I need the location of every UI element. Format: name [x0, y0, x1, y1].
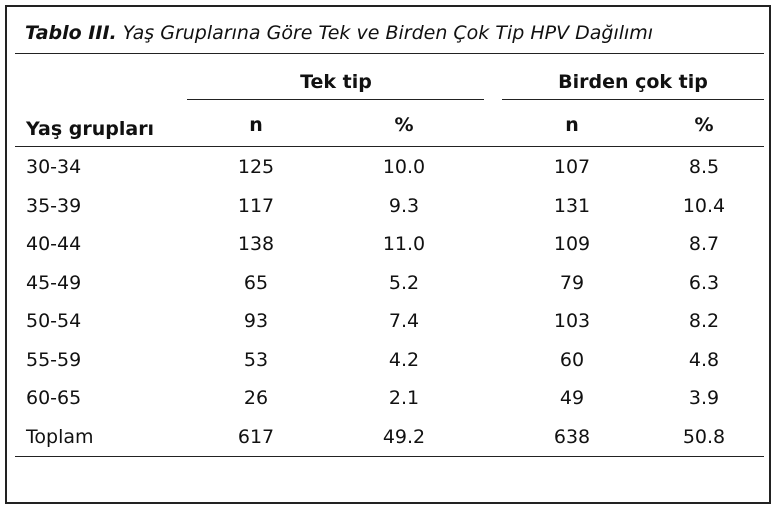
table-cell: 49.2 [382, 426, 426, 448]
table-cell: 8.7 [688, 233, 720, 255]
group-header-single: Tek tip [300, 71, 372, 93]
table-cell: 8.5 [688, 156, 720, 178]
table-cell: 4.8 [688, 349, 720, 371]
table-cell: 125 [237, 156, 275, 178]
table-cell: 8.2 [688, 310, 720, 332]
table-cell: 9.3 [388, 195, 420, 217]
table-cell: 53 [243, 349, 269, 371]
table-cell: 4.2 [388, 349, 420, 371]
table-cell: 50.8 [682, 426, 726, 448]
table-cell: 10.0 [382, 156, 426, 178]
table-cell: 7.4 [388, 310, 420, 332]
table-cell: 131 [553, 195, 591, 217]
top-rule [15, 53, 764, 54]
table-cell: 79 [559, 272, 585, 294]
table-cell: 6.3 [688, 272, 720, 294]
row-group-label: 30-34 [26, 156, 82, 178]
group-rule-multiple [502, 99, 764, 100]
table-cell: 5.2 [388, 272, 420, 294]
row-group-label: 45-49 [26, 272, 82, 294]
row-header: Yaş grupları [26, 118, 155, 140]
table-cell: 138 [237, 233, 275, 255]
table-cell: 117 [237, 195, 275, 217]
table-cell: 49 [559, 387, 585, 409]
table-cell: 11.0 [382, 233, 426, 255]
table-cell: 617 [237, 426, 275, 448]
bottom-rule [15, 456, 764, 457]
table-cell: 2.1 [388, 387, 420, 409]
subheader-multiple-pct: % [694, 114, 714, 136]
row-group-label: 50-54 [26, 310, 82, 332]
subheader-multiple-n: n [565, 114, 579, 136]
table-caption: Tablo III. Yaş Gruplarına Göre Tek ve Bi… [25, 22, 653, 44]
table-cell: 60 [559, 349, 585, 371]
subheader-single-n: n [249, 114, 263, 136]
table-cell: 26 [243, 387, 269, 409]
table-frame [5, 5, 771, 504]
row-group-label: Toplam [26, 426, 94, 448]
table-cell: 103 [553, 310, 591, 332]
row-group-label: 40-44 [26, 233, 82, 255]
header-rule [15, 146, 764, 147]
subheader-single-pct: % [394, 114, 414, 136]
caption-text: Yaş Gruplarına Göre Tek ve Birden Çok Ti… [122, 22, 654, 44]
table-cell: 107 [553, 156, 591, 178]
group-rule-single [187, 99, 484, 100]
table-cell: 65 [243, 272, 269, 294]
table-cell: 10.4 [682, 195, 726, 217]
table-cell: 638 [553, 426, 591, 448]
table-cell: 109 [553, 233, 591, 255]
table-cell: 3.9 [688, 387, 720, 409]
table-cell: 93 [243, 310, 269, 332]
row-group-label: 60-65 [26, 387, 82, 409]
caption-label: Tablo III. [25, 22, 117, 44]
row-group-label: 55-59 [26, 349, 82, 371]
row-group-label: 35-39 [26, 195, 82, 217]
group-header-multiple: Birden çok tip [558, 71, 708, 93]
